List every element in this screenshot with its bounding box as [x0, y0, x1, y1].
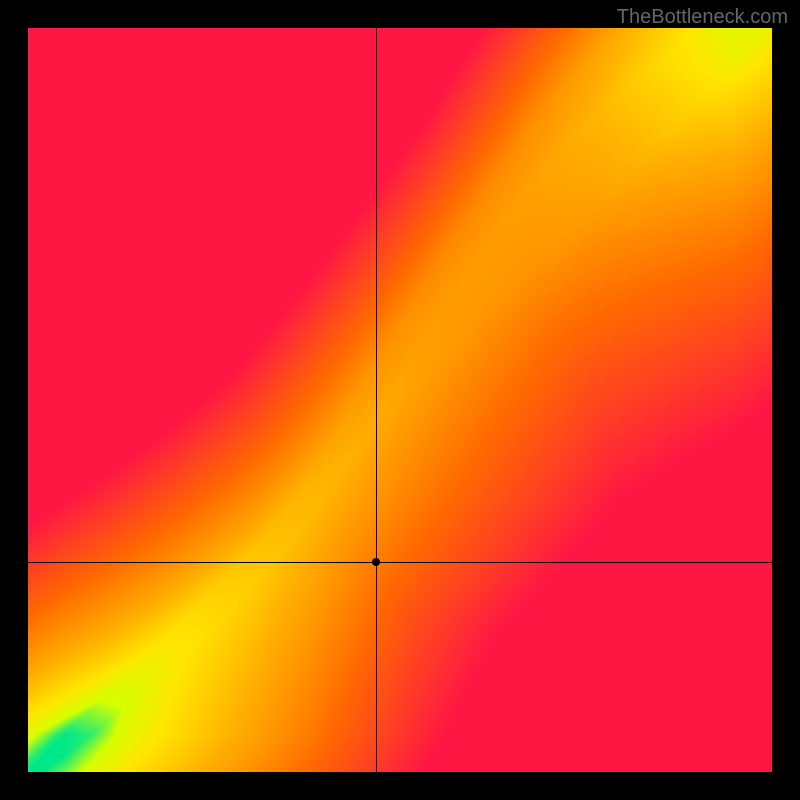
chart-frame: TheBottleneck.com — [0, 0, 800, 800]
crosshair-vertical — [376, 28, 377, 772]
plot-area — [28, 28, 772, 772]
crosshair-horizontal — [28, 562, 772, 563]
heatmap-canvas — [28, 28, 772, 772]
watermark-text: TheBottleneck.com — [617, 6, 788, 29]
crosshair-marker — [372, 558, 380, 566]
